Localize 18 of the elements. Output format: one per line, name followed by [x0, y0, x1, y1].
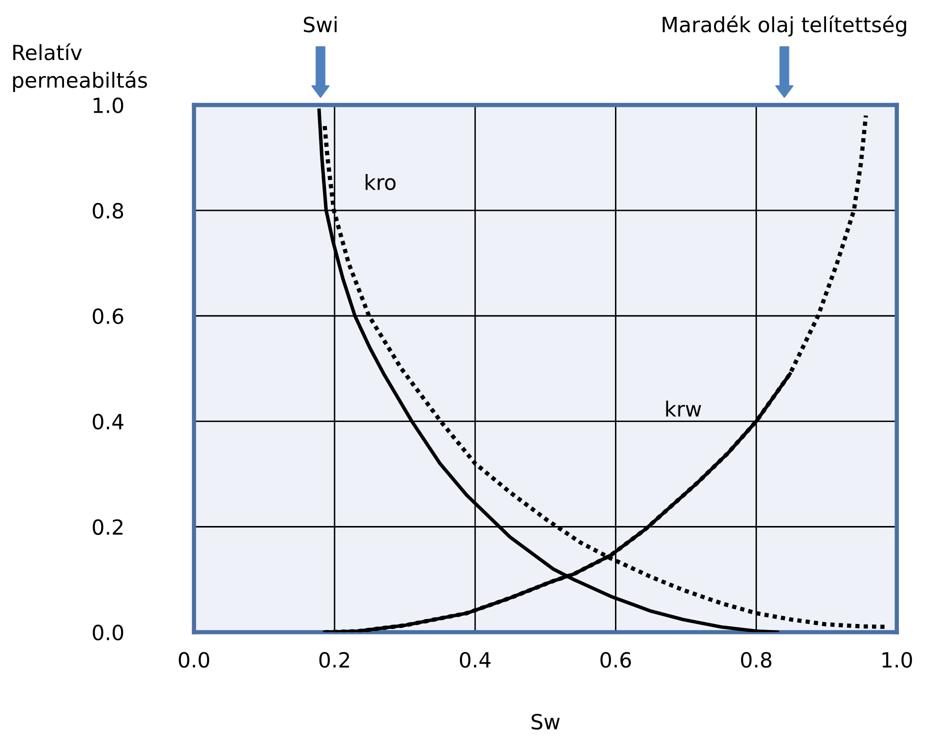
y-tick-label: 0.4 — [92, 414, 124, 430]
y-tick-label: 1.0 — [94, 97, 124, 114]
y-axis-title: Relatív permeabiltás — [13, 43, 147, 92]
y-tick-label: 0.6 — [92, 308, 124, 324]
y-tick-label: 0.2 — [92, 519, 122, 535]
y-tick-label: 0.8 — [92, 202, 124, 219]
x-tick-label: 0.4 — [460, 652, 491, 668]
text: Maradék olaj telítettség — [662, 15, 906, 36]
annotation: kro — [366, 174, 396, 190]
x-tick-label: 0.8 — [741, 652, 772, 668]
x-tick-label: 0.6 — [600, 652, 631, 668]
annotation: krw — [666, 400, 702, 417]
text: Swi — [304, 16, 337, 32]
x-tick-label: 0.2 — [319, 652, 350, 668]
x-axis-title: Sw — [532, 714, 560, 730]
y-tick-label: 0.0 — [92, 624, 124, 640]
x-tick-label: 1.0 — [882, 652, 912, 668]
x-tick-label: 0.0 — [178, 652, 210, 668]
